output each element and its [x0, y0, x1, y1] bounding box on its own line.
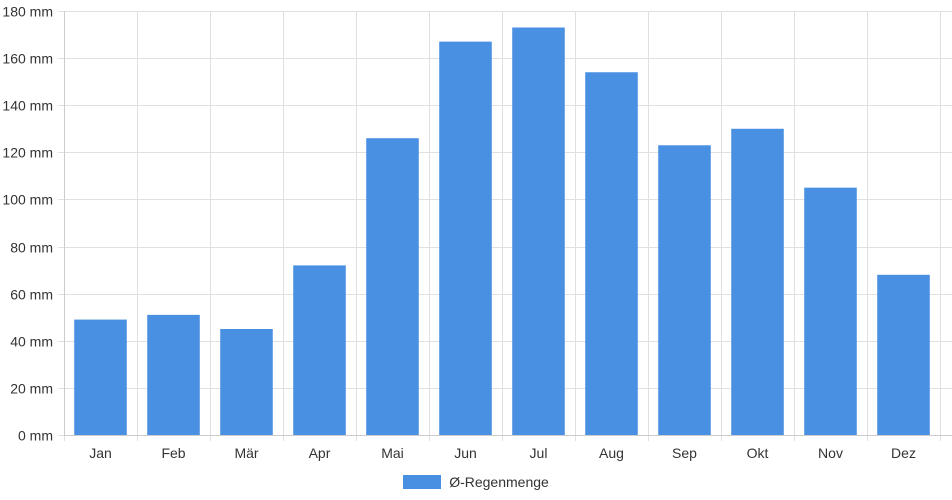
bar-jun[interactable]: [439, 41, 492, 435]
x-tick-label: Feb: [161, 445, 185, 461]
x-tick-label: Dez: [891, 445, 916, 461]
y-tick-label: 160 mm: [2, 51, 53, 67]
legend: Ø-Regenmenge: [0, 470, 952, 494]
y-tick-label: 40 mm: [10, 334, 53, 350]
axes: [64, 11, 952, 436]
bar-okt[interactable]: [731, 128, 784, 435]
x-tick-label: Jan: [89, 445, 112, 461]
y-tick-label: 0 mm: [18, 428, 53, 444]
bar-apr[interactable]: [293, 265, 346, 435]
legend-label: Ø-Regenmenge: [449, 474, 549, 490]
x-tick-label: Jul: [530, 445, 548, 461]
bar-feb[interactable]: [147, 314, 200, 435]
bars: [74, 27, 930, 435]
bar-aug[interactable]: [585, 72, 638, 435]
y-axis-labels: 0 mm 20 mm 40 mm 60 mm 80 mm 100 mm 120 mm 140 …: [2, 4, 53, 444]
x-tick-label: Sep: [672, 445, 697, 461]
bar-mai[interactable]: [366, 138, 419, 435]
bar-nov[interactable]: [804, 187, 857, 435]
bar-sep[interactable]: [658, 145, 711, 435]
bar-jan[interactable]: [74, 319, 127, 435]
y-tick-label: 100 mm: [2, 192, 53, 208]
y-tick-label: 120 mm: [2, 145, 53, 161]
x-tick-label: Mär: [234, 445, 258, 461]
x-tick-label: Aug: [599, 445, 624, 461]
x-tick-label: Apr: [309, 445, 331, 461]
x-tick-label: Mai: [381, 445, 404, 461]
y-tick-label: 60 mm: [10, 287, 53, 303]
y-tick-label: 140 mm: [2, 98, 53, 114]
x-axis-labels: Jan Feb Mär Apr Mai Jun Jul Aug Sep Okt Nov Dez: [89, 445, 916, 461]
bar-dez[interactable]: [877, 274, 930, 435]
rainfall-bar-chart: 0 mm 20 mm 40 mm 60 mm 80 mm 100 mm 120 mm 140 …: [2, 4, 952, 461]
legend-item-rainfall[interactable]: Ø-Regenmenge: [403, 474, 549, 490]
y-tick-label: 80 mm: [10, 240, 53, 256]
bar-jul[interactable]: [512, 27, 565, 435]
x-tick-label: Nov: [818, 445, 843, 461]
y-tick-label: 20 mm: [10, 381, 53, 397]
x-tick-label: Okt: [747, 445, 769, 461]
y-tick-label: 180 mm: [2, 4, 53, 20]
legend-swatch: [403, 475, 442, 489]
bar-mär[interactable]: [220, 329, 273, 435]
x-tick-label: Jun: [454, 445, 477, 461]
